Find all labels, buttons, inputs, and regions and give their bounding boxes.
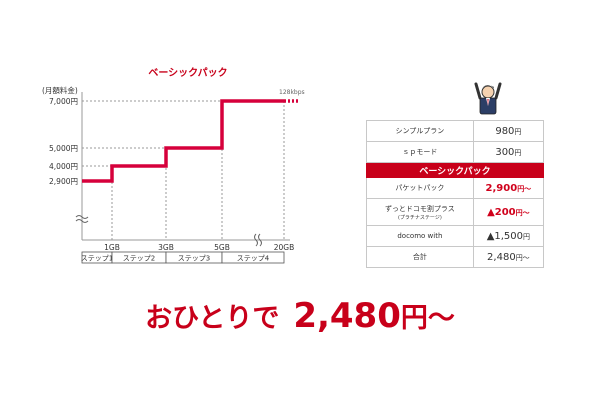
table-row: docomo with ▲1,500円 xyxy=(366,225,545,247)
y-tick-label: 5,000円 xyxy=(49,144,78,153)
price-line xyxy=(82,99,300,183)
table-row: 合計 2,480円～ xyxy=(366,246,545,268)
headline-price: おひとりで 2,480円～ xyxy=(0,296,600,336)
series-line xyxy=(82,99,284,183)
row-label: シンプルプラン xyxy=(366,120,474,142)
step-label: ステップ4 xyxy=(237,255,270,263)
table-row: ｓｐモード 300円 xyxy=(366,141,545,163)
row-value: 2,480円～ xyxy=(472,246,545,268)
row-value: ▲1,500円 xyxy=(472,225,545,247)
x-axis-break-icon xyxy=(254,233,262,247)
table-row: シンプルプラン 980円 xyxy=(366,120,545,142)
x-tick-label: 20GB xyxy=(274,243,295,252)
price-table: シンプルプラン 980円 ｓｐモード 300円 ベーシックパック パケットパック… xyxy=(366,120,545,268)
headline-amount: 2,480 xyxy=(293,296,401,336)
step-boxes: ステップ1 ステップ2 ステップ3 ステップ4 xyxy=(81,251,285,264)
speed-annotation: 128kbps xyxy=(279,89,305,96)
row-label: ずっとドコモ割プラス (プラチナステージ) xyxy=(366,198,474,226)
x-tick-label: 5GB xyxy=(214,243,230,252)
y-axis-label: (月額料金) xyxy=(42,85,78,95)
x-tick-label: 1GB xyxy=(104,243,120,252)
row-value: 2,900円～ xyxy=(472,177,545,199)
y-tick-label: 7,000円 xyxy=(49,97,78,106)
chart-title: ベーシックパック xyxy=(148,67,227,79)
row-label: 合計 xyxy=(366,246,474,268)
row-value: 300円 xyxy=(472,141,545,163)
row-label: パケットパック xyxy=(366,177,474,199)
y-axis-break-icon xyxy=(75,215,89,223)
row-label: ｓｐモード xyxy=(366,141,474,163)
x-tick-labels: 1GB 3GB 5GB 20GB xyxy=(104,243,294,252)
step-box xyxy=(221,251,285,264)
table-row: ずっとドコモ割プラス (プラチナステージ) ▲200円～ xyxy=(366,198,545,226)
step-label: ステップ3 xyxy=(178,255,210,263)
y-tick-label: 4,000円 xyxy=(49,162,78,171)
table-header: ベーシックパック xyxy=(366,162,544,178)
row-value: ▲200円～ xyxy=(472,198,545,226)
y-tick-labels: 7,000円 5,000円 4,000円 2,900円 xyxy=(49,97,78,186)
y-tick-label: 2,900円 xyxy=(49,177,78,186)
row-label: docomo with xyxy=(366,225,474,247)
step-label: ステップ1 xyxy=(81,255,113,263)
table-row: パケットパック 2,900円～ xyxy=(366,177,545,199)
step-label: ステップ2 xyxy=(123,255,155,263)
headline-prefix: おひとりで xyxy=(145,303,280,334)
x-tick-label: 3GB xyxy=(158,243,174,252)
row-value: 980円 xyxy=(472,120,545,142)
table-header-row: ベーシックパック xyxy=(366,162,544,178)
headline-suffix: 円～ xyxy=(400,303,455,334)
person-arms-up-icon xyxy=(474,82,502,115)
